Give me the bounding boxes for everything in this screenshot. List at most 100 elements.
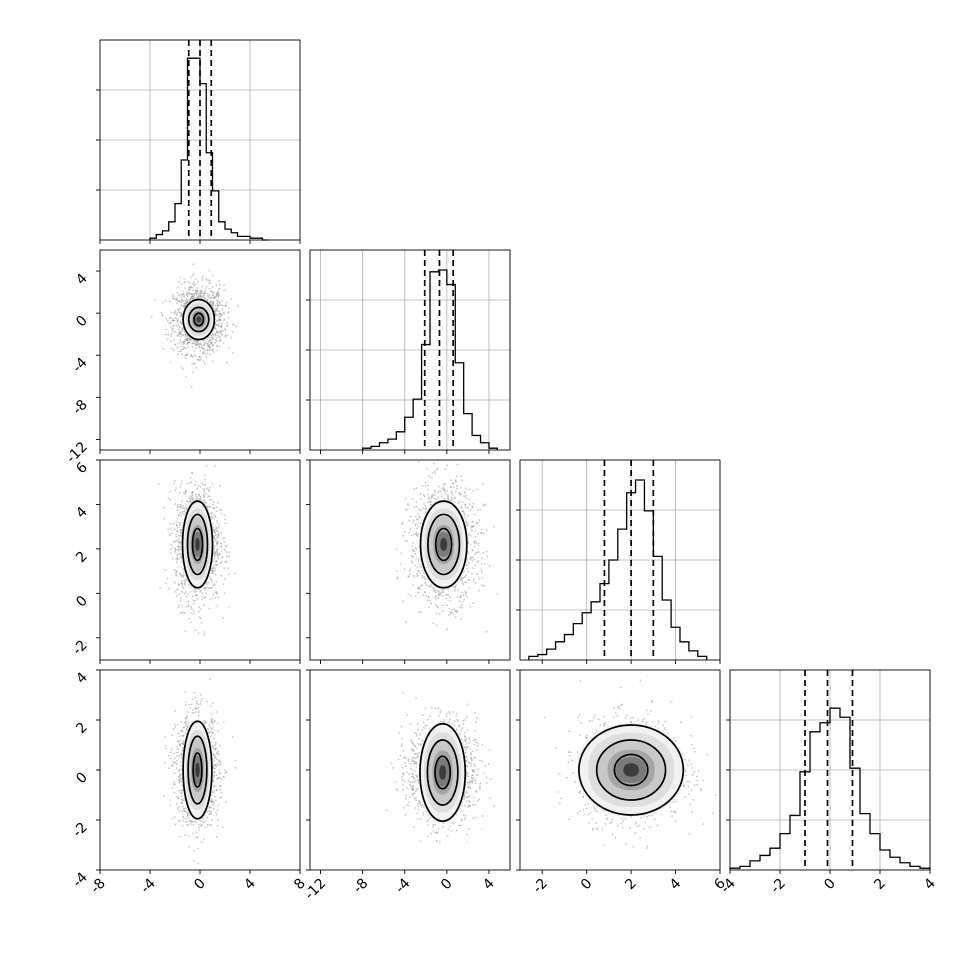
sample-point [419, 588, 421, 591]
sample-point [421, 485, 424, 487]
sample-point [192, 832, 195, 835]
sample-point [208, 810, 211, 813]
sample-point [205, 356, 208, 359]
sample-point [472, 502, 475, 505]
sample-point [178, 604, 180, 607]
sample-point [193, 591, 196, 593]
sample-point [177, 308, 180, 311]
sample-point [455, 481, 457, 483]
sample-point [421, 574, 424, 577]
sample-point [203, 474, 206, 477]
sample-point [164, 744, 167, 747]
sample-point [169, 498, 172, 501]
sample-point [193, 339, 196, 342]
sample-point [434, 472, 437, 474]
sample-point [208, 347, 211, 350]
sample-point [228, 605, 231, 608]
sample-point [408, 531, 411, 534]
sample-point [176, 297, 178, 300]
sample-point [208, 724, 211, 727]
sample-point [208, 490, 211, 493]
sample-point [210, 334, 213, 337]
sample-point [222, 617, 224, 619]
sample-point [427, 493, 430, 496]
sample-point [209, 726, 212, 729]
sample-point [194, 588, 197, 591]
sample-point [450, 496, 453, 499]
sample-point [210, 290, 213, 293]
sample-point [471, 556, 474, 559]
sample-point [191, 472, 194, 475]
sample-point [460, 577, 463, 580]
sample-point [193, 354, 196, 357]
sample-point [182, 348, 184, 350]
sample-point [188, 819, 191, 822]
sample-point [484, 503, 487, 506]
sample-point [405, 620, 407, 623]
sample-point [201, 440, 203, 442]
sample-point [437, 596, 440, 599]
sample-point [173, 479, 176, 482]
sample-point [179, 599, 182, 602]
sample-point [187, 299, 190, 302]
sample-point [178, 515, 181, 517]
sample-point [209, 598, 212, 601]
sample-point [185, 605, 188, 608]
sample-point [171, 317, 174, 320]
sample-point [194, 711, 197, 714]
sample-point [474, 536, 477, 538]
sample-point [216, 752, 218, 755]
sample-point [215, 526, 218, 529]
sample-point [477, 544, 480, 547]
sample-point [193, 860, 195, 863]
sample-point [215, 540, 218, 543]
sample-point [456, 611, 458, 614]
sample-point [206, 349, 209, 351]
sample-point [180, 768, 182, 771]
sample-point [220, 325, 222, 328]
sample-point [214, 516, 217, 518]
sample-point [206, 292, 208, 295]
sample-point [204, 297, 207, 300]
sample-point [197, 862, 200, 864]
sample-point [457, 502, 460, 505]
sample-point [471, 521, 474, 523]
sample-point [205, 582, 208, 585]
sample-point [224, 545, 227, 548]
sample-point [396, 570, 399, 573]
sample-point [479, 532, 482, 535]
sample-point [412, 555, 415, 558]
sample-point [410, 534, 413, 537]
sample-point [187, 724, 190, 726]
sample-point [204, 820, 207, 823]
sample-point [216, 299, 218, 302]
sample-point [211, 344, 214, 346]
sample-point [447, 614, 450, 617]
sample-point [174, 298, 176, 301]
sample-point [460, 486, 462, 489]
sample-point [477, 560, 480, 563]
sample-point [214, 569, 217, 572]
sample-point [204, 288, 207, 291]
sample-point [166, 319, 169, 322]
sample-point [217, 534, 220, 537]
sample-point [395, 548, 398, 551]
sample-point [440, 490, 443, 493]
sample-point [203, 344, 206, 347]
sample-point [403, 568, 406, 570]
sample-point [413, 576, 416, 579]
sample-point [220, 549, 223, 552]
sample-point [192, 602, 195, 605]
sample-point [214, 534, 217, 536]
sample-point [174, 550, 176, 553]
sample-point [428, 585, 430, 588]
sample-point [199, 350, 202, 352]
sample-point [218, 340, 221, 342]
sample-point [474, 513, 477, 516]
sample-point [212, 294, 214, 296]
sample-point [176, 530, 179, 533]
sample-point [191, 297, 194, 300]
sample-point [465, 567, 468, 570]
sample-point [204, 587, 207, 590]
sample-point [451, 493, 454, 496]
